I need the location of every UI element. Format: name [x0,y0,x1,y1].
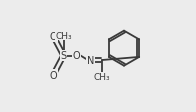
Text: S: S [61,51,67,61]
Text: CH₃: CH₃ [55,31,72,40]
Text: O: O [73,51,80,61]
Text: CH₃: CH₃ [94,73,110,82]
Text: O: O [50,32,57,42]
Text: N: N [87,56,94,65]
Text: O: O [50,70,57,80]
